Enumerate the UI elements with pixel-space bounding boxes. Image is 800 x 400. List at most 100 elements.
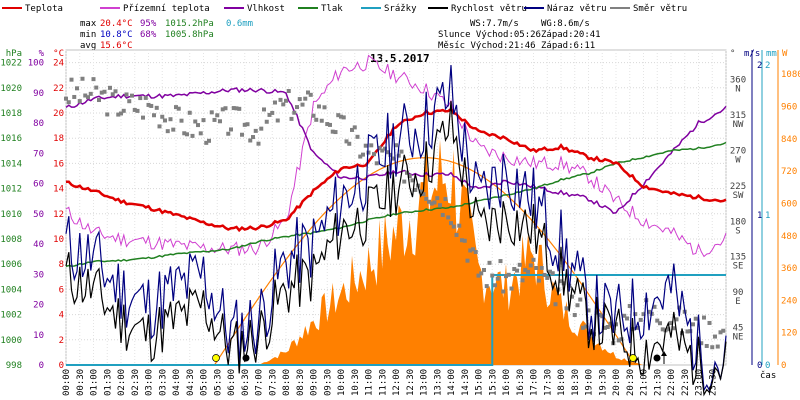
wind-direction-point <box>658 321 662 326</box>
wind-direction-point <box>328 122 332 127</box>
wind-direction-point <box>399 149 404 154</box>
wind-direction-point <box>341 115 346 120</box>
axis-hpa-tick: 1010 <box>0 210 22 220</box>
time-tick: 23:30 <box>708 369 718 396</box>
wind-direction-point <box>655 318 660 323</box>
time-tick: 22:00 <box>667 369 677 396</box>
wind-direction-point <box>479 271 484 276</box>
wind-direction-point <box>253 128 258 133</box>
wind-direction-point <box>220 107 225 112</box>
time-tick: 19:30 <box>598 369 608 396</box>
wind-direction-point <box>482 267 486 272</box>
wind-direction-point <box>509 286 514 291</box>
wind-direction-point <box>578 297 583 302</box>
axis-percent-tick: 100 <box>28 59 44 69</box>
temperature-line <box>66 107 727 233</box>
wind-direction-point <box>251 135 255 140</box>
wind-direction-point <box>688 329 693 334</box>
wind-direction-point <box>185 132 189 137</box>
wind-direction-point <box>174 105 178 110</box>
wind-direction-point <box>179 118 184 123</box>
wind-direction-point <box>638 317 643 322</box>
legend-pressure: Tlak <box>298 4 343 14</box>
wind-direction-point <box>372 152 376 157</box>
wind-direction-point <box>275 118 280 123</box>
time-tick: 16:00 <box>502 369 512 396</box>
axis-percent-tick: 70 <box>33 149 44 159</box>
wind-sun-info: WS:7.7m/s WG:8.6m/s Slunce Východ:05:26 … <box>438 19 601 51</box>
wind-direction-point <box>303 96 308 101</box>
wind-direction-point <box>267 112 272 117</box>
wind-direction-point <box>281 102 286 107</box>
axis-direction-tick: 135 <box>730 253 746 263</box>
axes: 9981000100210041006100810101012101410161… <box>0 49 800 396</box>
axis-percent-tick: 30 <box>33 270 44 280</box>
wind-direction-point <box>363 143 368 148</box>
wind-direction-point <box>671 326 676 331</box>
wind-direction-point <box>707 320 712 325</box>
stat-min-label: min <box>80 30 96 40</box>
wind-direction-point <box>130 93 134 98</box>
wind-direction-point <box>355 134 360 139</box>
wind-direction-point <box>715 344 720 349</box>
wind-direction-point <box>311 113 316 118</box>
wind-direction-point <box>154 105 159 110</box>
axis-direction-tick-dir: SE <box>733 262 744 272</box>
wind-direction-point <box>218 119 222 124</box>
wind-direction-point <box>564 306 569 311</box>
wind-direction-point <box>352 125 357 130</box>
axis-hpa-tick: 1016 <box>0 134 22 144</box>
axis-celsius-tick: 14 <box>53 185 64 195</box>
time-tick: 21:00 <box>640 369 650 396</box>
axis-direction-title: ° <box>730 49 735 59</box>
legend-label-temperature: Teplota <box>25 4 63 14</box>
wind-direction-point <box>289 116 294 121</box>
wind-direction-point <box>600 314 605 319</box>
wind-direction-point <box>333 130 338 135</box>
wind-direction-point <box>380 148 385 153</box>
wind-direction-point <box>91 77 96 82</box>
wind-direction-point <box>143 95 148 100</box>
wind-direction-point <box>603 325 607 330</box>
time-tick: 01:00 <box>90 369 100 396</box>
wind-direction-point <box>248 138 253 143</box>
wind-direction-point <box>135 108 140 113</box>
solar-area <box>66 139 726 366</box>
axis-hpa-tick: 998 <box>6 361 22 371</box>
wind-direction-point <box>647 309 651 314</box>
wind-direction-point <box>66 100 71 105</box>
wind-direction-point <box>457 223 462 228</box>
wind-direction-point <box>691 322 695 327</box>
wind-direction-point <box>77 99 82 104</box>
wind-direction-point <box>350 127 354 132</box>
axis-direction-tick-dir: SW <box>733 191 744 201</box>
wind-direction-point <box>187 110 192 115</box>
wind-direction-point <box>374 161 379 166</box>
time-tick: 03:30 <box>158 369 168 396</box>
axis-mm-tick: 2 <box>765 61 770 71</box>
wind-wg-text: WG:8.6m/s <box>541 19 590 29</box>
time-tick: 13:30 <box>433 369 443 396</box>
wind-direction-point <box>586 308 591 313</box>
wind-direction-point <box>528 263 533 268</box>
axis-hpa-tick: 1002 <box>0 311 22 321</box>
stat-max-humidity: 95% <box>140 19 157 29</box>
wind-direction-point <box>542 272 547 277</box>
axis-direction-tick-dir: W <box>735 155 741 165</box>
wind-direction-point <box>427 199 431 204</box>
wind-direction-point <box>80 76 85 81</box>
sunset-marker-icon <box>629 354 637 362</box>
axis-celsius-tick: 22 <box>53 84 64 94</box>
wind-direction-point <box>262 107 266 112</box>
wind-direction-point <box>361 152 365 157</box>
wind-direction-point <box>424 196 429 201</box>
wind-direction-point <box>102 89 107 94</box>
wind-direction-point <box>449 221 453 226</box>
stats-block: max 20.4°C 95% 1015.2hPa 0.6mm min 10.8°… <box>80 19 253 51</box>
time-tick: 02:00 <box>117 369 127 396</box>
wind-direction-point <box>545 275 550 280</box>
wind-direction-point <box>718 330 723 335</box>
time-tick: 14:30 <box>461 369 471 396</box>
time-tick: 16:30 <box>516 369 526 396</box>
